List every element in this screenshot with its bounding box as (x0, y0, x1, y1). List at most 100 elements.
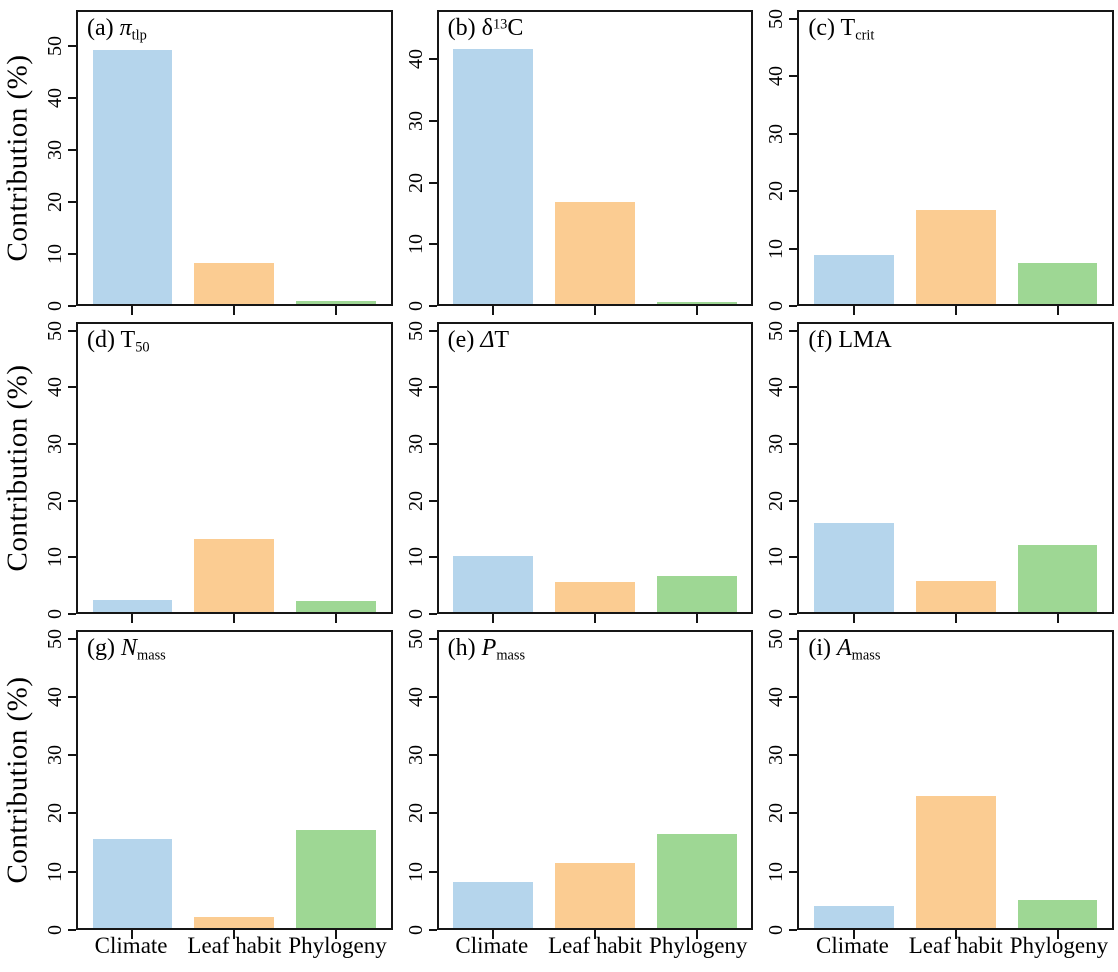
y-tick-mark (428, 695, 437, 698)
panel-title-part: (b) δ (447, 15, 493, 41)
y-tick-label: 30 (404, 433, 427, 454)
y-tick-label: 10 (765, 238, 788, 259)
bar-phylogeny-b (657, 302, 737, 304)
y-tick-label: 40 (44, 686, 66, 707)
y-tick-mark (789, 386, 798, 389)
y-tick-label: 10 (765, 547, 788, 568)
y-tick-label: 50 (765, 320, 788, 341)
y-tick-label: 20 (765, 490, 788, 511)
y-tick-label: 20 (44, 192, 66, 213)
bar-climate-h (453, 882, 533, 928)
y-tick-mark (428, 812, 437, 815)
y-tick-label: 30 (765, 745, 788, 766)
x-category-label-climate: Climate (94, 933, 168, 958)
plot-column-c: (c) Tcrit (797, 10, 1115, 315)
y-tick-label: 10 (765, 861, 788, 882)
y-tick-label: 0 (765, 301, 788, 311)
y-tick-mark (68, 499, 76, 502)
y-axis-h: 0 10 20 30 40 50 (393, 629, 437, 935)
y-tick-mark (428, 637, 437, 640)
y-tick-mark (789, 190, 798, 193)
figure-row-1: Contribution (%) 0 10 20 30 40 50 (a) πtlp 0 10 2… (1, 9, 1115, 315)
plot-column-g: (g) Nmass Climate Leaf habit Phylogeny (76, 630, 393, 964)
x-tick-mark (1056, 614, 1059, 623)
y-tick-mark (68, 613, 76, 615)
y-tick-mark (428, 120, 437, 122)
x-category-label-phylogeny: Phylogeny (1009, 933, 1109, 958)
panel-c: 0 10 20 30 40 50 (c) Tcrit (753, 9, 1115, 315)
y-tick-mark (68, 149, 76, 152)
x-tick-mark (852, 930, 855, 939)
y-axis-g: 0 10 20 30 40 50 (32, 629, 76, 935)
panel-title-part: (c) T (808, 15, 856, 41)
y-tick-label: 50 (404, 320, 427, 341)
bar-leaf-habit-c (915, 209, 996, 304)
panel-h: 0 10 20 30 40 50 (h) Pmass Climate Leaf habit Phy… (393, 629, 754, 964)
x-category-label-climate: Climate (455, 933, 529, 958)
plot-column-e: (e) ΔT (436, 322, 754, 623)
bar-phylogeny-e (657, 576, 737, 612)
x-tick-mark (852, 306, 855, 315)
panel-title-part: (a) (87, 15, 120, 41)
y-tick-mark (68, 929, 76, 931)
bar-climate-i (813, 906, 894, 928)
plot-area-i: (i) Amass (797, 630, 1115, 939)
y-tick-mark (68, 695, 76, 698)
y-tick-mark (428, 329, 437, 332)
y-tick-mark (428, 929, 437, 931)
panel-title-part: mass (496, 647, 526, 664)
plot-area-b: (b) δ13C (436, 10, 754, 315)
y-tick-label: 50 (44, 36, 66, 57)
bar-phylogeny-h (657, 834, 737, 928)
bar-climate-f (813, 522, 894, 612)
y-tick-label: 20 (44, 803, 66, 824)
panel-title-f: (f) LMA (808, 327, 891, 355)
y-tick-mark (68, 754, 76, 757)
y-tick-mark (68, 556, 76, 559)
plot-area-c: (c) Tcrit (797, 10, 1115, 315)
x-tick-mark (131, 614, 134, 623)
y-tick-mark (68, 97, 76, 100)
x-axis-labels-g: Climate Leaf habit Phylogeny (76, 930, 393, 964)
plot-column-i: (i) Amass Climate Leaf habit Phylogeny (797, 630, 1115, 964)
panel-title-part: C (507, 15, 524, 41)
y-axis-title: Contribution (%) (1, 54, 34, 262)
panel-title-e: (e) ΔT (448, 327, 509, 355)
y-tick-mark (68, 45, 76, 48)
y-tick-label: 20 (765, 181, 788, 202)
y-tick-mark (68, 442, 76, 445)
x-tick-mark (954, 306, 957, 315)
x-tick-mark (594, 306, 596, 315)
plot-column-d: (d) T50 (76, 322, 393, 623)
y-tick-mark (789, 613, 798, 615)
y-tick-label: 30 (44, 433, 66, 454)
y-tick-label: 10 (404, 547, 427, 568)
y-tick-label: 40 (765, 66, 788, 87)
y-tick-label: 20 (404, 172, 427, 193)
y-tick-mark (789, 442, 798, 445)
y-axis-title: Contribution (%) (1, 364, 34, 572)
x-tick-mark (233, 930, 236, 939)
bar-leaf-habit-e (555, 582, 635, 612)
x-tick-mark (492, 614, 495, 623)
y-tick-mark (68, 201, 76, 204)
y-tick-mark (428, 386, 437, 389)
panel-title-part: P (481, 635, 497, 661)
bar-phylogeny-i (1017, 900, 1098, 928)
y-tick-mark (68, 305, 76, 307)
x-category-label-phylogeny: Phylogeny (288, 933, 387, 958)
x-tick-mark (492, 306, 495, 315)
y-tick-mark (789, 329, 798, 332)
y-tick-mark (428, 870, 437, 873)
y-tick-mark (68, 253, 76, 256)
y-tick-label: 20 (765, 803, 788, 824)
y-axis-i: 0 10 20 30 40 50 (753, 629, 798, 935)
plot-column-f: (f) LMA (797, 322, 1115, 623)
x-tick-mark (335, 306, 338, 315)
panel-title-a: (a) πtlp (87, 15, 147, 44)
y-tick-mark (68, 329, 76, 332)
panel-title-part: crit (855, 27, 875, 44)
x-tick-mark (492, 930, 495, 939)
plot-column-b: (b) δ13C (436, 10, 754, 315)
